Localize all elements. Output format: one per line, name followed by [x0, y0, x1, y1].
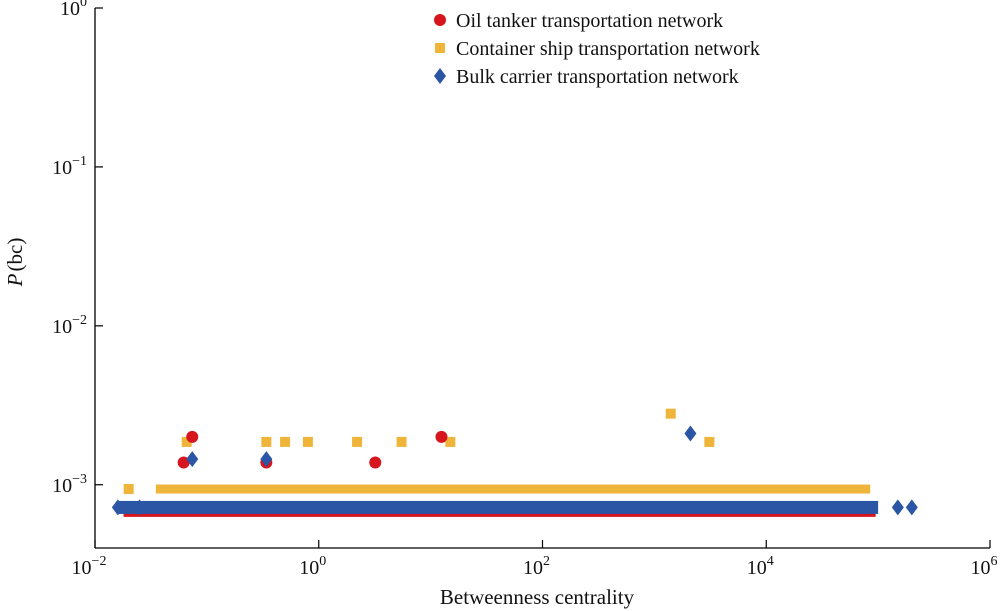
series-diamond [111, 425, 918, 516]
x-tick-label: 102 [523, 554, 550, 579]
y-tick-label: 10−3 [52, 472, 87, 497]
series-band [117, 500, 879, 514]
y-axis-label-italic: P [3, 273, 27, 287]
data-point [352, 436, 363, 447]
x-tick-label: 10−2 [72, 554, 107, 579]
data-point [261, 436, 272, 447]
data-point [905, 499, 918, 516]
x-axis: 10−2 100 102 104 106 [72, 540, 998, 579]
data-point [665, 408, 676, 419]
y-tick-label: 10−1 [52, 154, 87, 179]
legend-marker [434, 14, 446, 26]
data-point [186, 451, 199, 468]
legend-label: Container ship transportation network [456, 38, 760, 60]
data-point [396, 436, 407, 447]
data-point [704, 436, 715, 447]
data-point [260, 451, 273, 468]
data-point [445, 436, 456, 447]
series-band [155, 484, 871, 494]
data-point [181, 436, 192, 447]
legend-label: Oil tanker transportation network [456, 10, 723, 32]
series-layer [111, 408, 918, 517]
data-point [123, 484, 134, 495]
data-point [891, 499, 904, 516]
x-axis-label: Betweenness centrality [440, 585, 635, 609]
data-point [111, 499, 124, 516]
legend-marker [434, 68, 446, 84]
data-point [133, 499, 146, 516]
x-tick-label: 104 [747, 554, 774, 579]
y-tick-label: 100 [60, 0, 87, 20]
y-axis-label: P(bc) [3, 238, 27, 288]
data-point [684, 425, 697, 442]
y-axis: 10−3 10−2 10−1 100 [52, 0, 103, 497]
legend: Oil tanker transportation network Contain… [434, 10, 760, 88]
data-point [369, 456, 382, 469]
y-tick-label: 10−2 [52, 313, 87, 338]
y-axis-label-rest: (bc) [3, 238, 27, 272]
data-point [435, 430, 448, 443]
plot-frame [94, 8, 990, 549]
data-point [280, 436, 291, 447]
legend-marker [435, 43, 445, 53]
series-square [123, 408, 871, 495]
data-point [186, 430, 199, 443]
data-point [302, 436, 313, 447]
legend-label: Bulk carrier transportation network [456, 66, 739, 88]
x-tick-label: 100 [299, 554, 326, 579]
x-tick-label: 106 [971, 554, 998, 579]
